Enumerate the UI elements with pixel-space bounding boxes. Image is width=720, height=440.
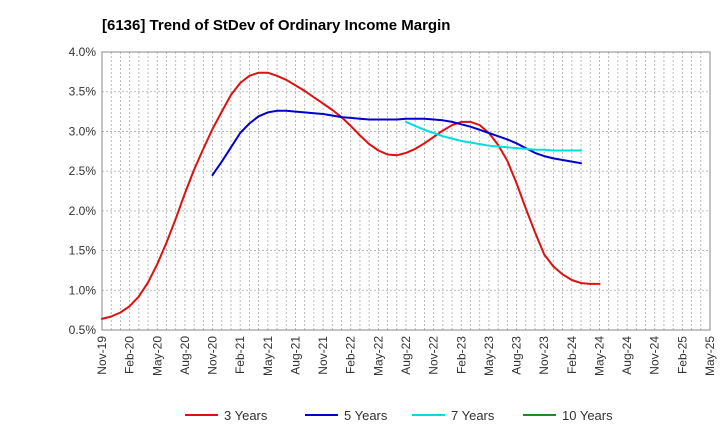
x-tick-label: Nov-23 [537, 336, 551, 375]
x-tick-label: Aug-22 [399, 336, 413, 375]
x-tick-label: Nov-21 [316, 336, 330, 375]
x-tick-label: Feb-25 [675, 336, 689, 374]
x-tick-label: Nov-24 [648, 336, 662, 375]
plot-border [101, 51, 711, 331]
legend-label: 5 Years [344, 408, 388, 423]
y-tick-label: 3.0% [69, 124, 97, 138]
x-tick-label: Feb-23 [454, 336, 468, 374]
series-line-7-years [405, 120, 582, 152]
x-tick-label: May-22 [371, 336, 385, 376]
x-tick-label: Aug-20 [178, 336, 192, 375]
series-line-3-years [101, 71, 601, 320]
y-tick-label: 2.5% [69, 164, 97, 178]
series-lines [101, 71, 601, 320]
legend-label: 7 Years [451, 408, 495, 423]
y-tick-label: 1.5% [69, 244, 97, 258]
x-axis: Nov-19 Feb-20 May-20 Aug-20 Nov-20 Feb-21 May-… [95, 336, 717, 376]
legend: 3 Years 5 Years 7 Years 10 Years [185, 408, 613, 423]
y-tick-label: 0.5% [69, 323, 97, 337]
y-tick-label: 2.0% [69, 204, 97, 218]
x-tick-label: Nov-19 [95, 336, 109, 375]
x-tick-label: Feb-24 [565, 336, 579, 374]
x-tick-label: May-23 [482, 336, 496, 376]
x-tick-label: Aug-24 [620, 336, 634, 375]
y-tick-label: 1.0% [69, 283, 97, 297]
x-tick-label: May-21 [261, 336, 275, 376]
x-tick-label: Aug-23 [510, 336, 524, 375]
x-tick-label: Aug-21 [288, 336, 302, 375]
x-tick-label: Feb-20 [123, 336, 137, 374]
y-axis: 0.5% 1.0% 1.5% 2.0% 2.5% 3.0% 3.5% 4.0% [69, 45, 97, 337]
series-line-5-years [211, 109, 582, 177]
x-tick-label: Feb-22 [344, 336, 358, 374]
plot-area [102, 52, 710, 330]
chart-title: [6136] Trend of StDev of Ordinary Income… [102, 17, 450, 34]
y-tick-label: 4.0% [69, 45, 97, 59]
legend-label: 10 Years [562, 408, 613, 423]
y-tick-label: 3.5% [69, 85, 97, 99]
x-tick-label: May-25 [703, 336, 717, 376]
x-tick-label: Nov-20 [206, 336, 220, 375]
x-tick-label: Nov-22 [427, 336, 441, 375]
x-tick-label: May-24 [592, 336, 606, 376]
x-tick-label: May-20 [150, 336, 164, 376]
x-tick-label: Feb-21 [233, 336, 247, 374]
legend-label: 3 Years [224, 408, 268, 423]
